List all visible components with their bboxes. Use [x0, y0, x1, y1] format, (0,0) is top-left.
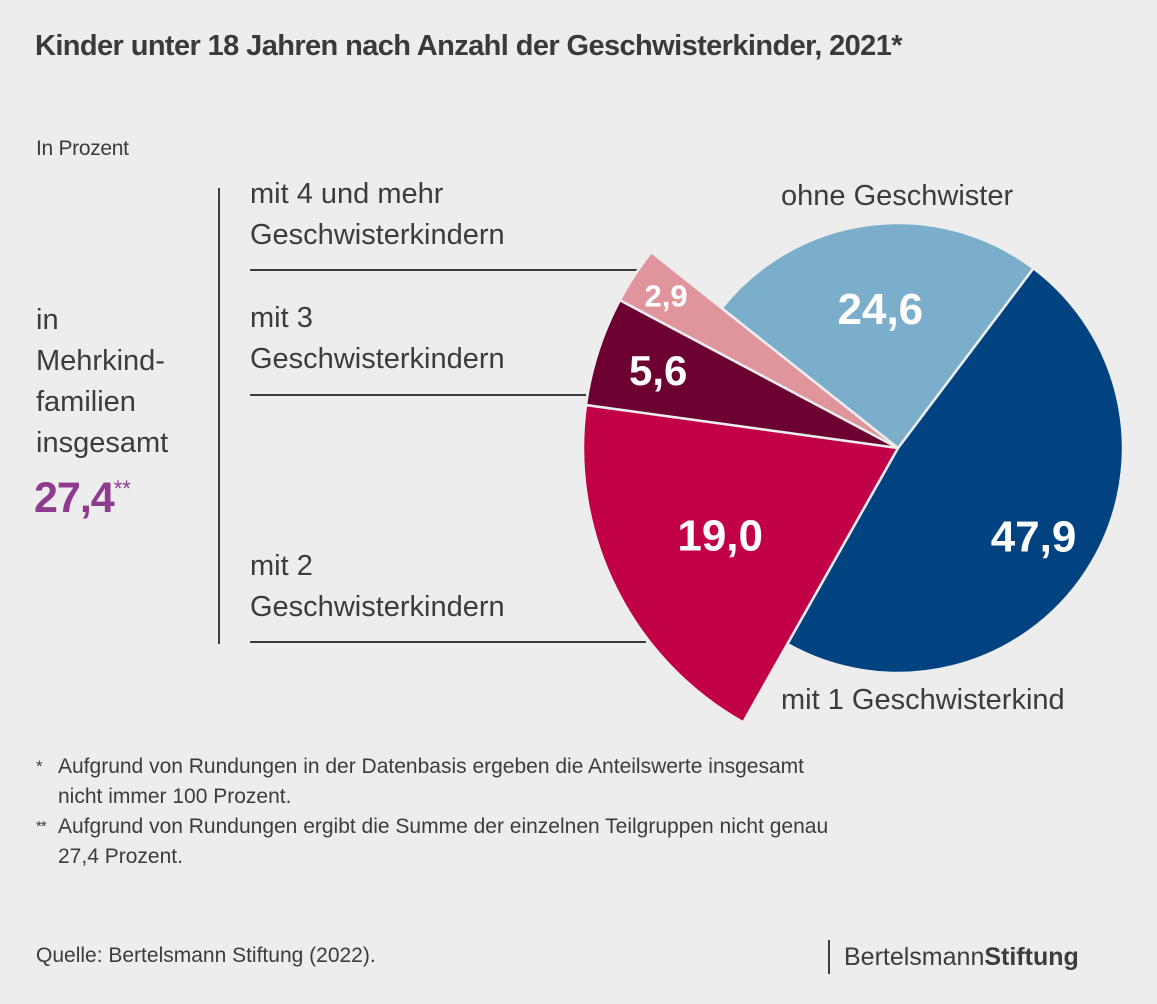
group-bracket-line — [218, 188, 220, 644]
label-line: Geschwisterkindern — [250, 343, 505, 375]
footnote-mark: ** — [36, 818, 47, 835]
footnote-line: nicht immer 100 Prozent. — [58, 785, 292, 808]
leader-line-four — [250, 269, 638, 271]
footnote: ** Aufgrund von Rundungen ergibt die Sum… — [36, 812, 828, 872]
label-two-siblings: mit 2 Geschwisterkindern — [250, 546, 505, 628]
leader-line-two — [250, 641, 646, 643]
group-value-footnote-mark: ** — [113, 476, 131, 501]
group-label-line: familien — [36, 386, 136, 418]
publisher-logo: BertelsmannStiftung — [828, 940, 1079, 974]
group-value-number: 27,4 — [34, 474, 115, 522]
chart-subtitle: In Prozent — [36, 137, 129, 160]
chart-title: Kinder unter 18 Jahren nach Anzahl der G… — [35, 30, 903, 62]
footnote-line: Aufgrund von Rundungen in der Datenbasis… — [58, 755, 804, 778]
group-summary-value: 27,4** — [34, 474, 131, 523]
group-label-line: insgesamt — [36, 427, 169, 459]
label-no-siblings: ohne Geschwister — [781, 180, 1014, 212]
source-note: Quelle: Bertelsmann Stiftung (2022). — [36, 944, 376, 967]
label-four-siblings: mit 4 und mehr Geschwisterkindern — [250, 174, 505, 256]
label-line: Geschwisterkindern — [250, 591, 505, 623]
slice-value-label-two: 19,0 — [677, 512, 763, 561]
label-three-siblings: mit 3 Geschwisterkindern — [250, 298, 505, 380]
label-line: Geschwisterkindern — [250, 219, 505, 251]
pie-slice-none — [720, 221, 1035, 450]
footnote-line: 27,4 Prozent. — [58, 845, 183, 868]
footnote: * Aufgrund von Rundungen in der Datenbas… — [36, 752, 828, 812]
label-line: mit 2 — [250, 550, 313, 582]
slice-value-label-one: 47,9 — [991, 512, 1077, 561]
slice-value-label-three: 5,6 — [629, 347, 687, 394]
label-line: mit 3 — [250, 302, 313, 334]
slice-value-label-four: 2,9 — [645, 279, 688, 314]
group-label-line: Mehrkind- — [36, 345, 165, 377]
group-summary-label: in Mehrkind- familien insgesamt — [36, 300, 216, 464]
label-one-sibling: mit 1 Geschwisterkind — [781, 684, 1065, 716]
leader-line-three — [250, 394, 586, 396]
pie-slice-two — [581, 403, 900, 724]
footnote-mark: * — [36, 757, 43, 776]
pie-slice-one — [786, 267, 1125, 675]
logo-light-text: Bertelsmann — [844, 943, 985, 971]
pie-slice-four — [618, 250, 900, 450]
label-line: mit 4 und mehr — [250, 178, 444, 210]
slice-value-label-none: 24,6 — [838, 285, 924, 334]
footnotes: * Aufgrund von Rundungen in der Datenbas… — [36, 752, 828, 872]
footnote-line: Aufgrund von Rundungen ergibt die Summe … — [58, 815, 829, 838]
group-label-line: in — [36, 304, 59, 336]
logo-bold-text: Stiftung — [984, 943, 1079, 971]
